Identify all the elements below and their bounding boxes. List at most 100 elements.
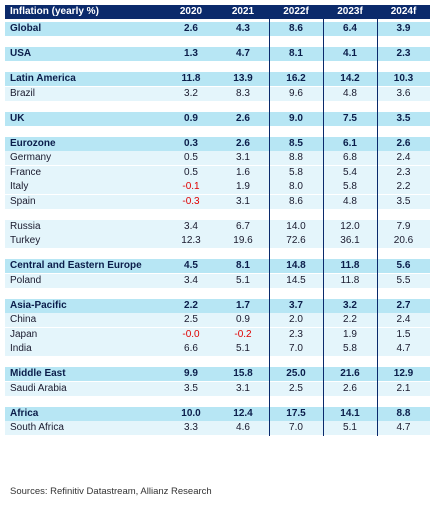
- row-value: 6.6: [184, 343, 198, 354]
- region-row: Asia-Pacific 2.2 1.7 3.7 3.2 2.7: [5, 298, 430, 313]
- header-year: 2020: [179, 6, 203, 17]
- row-value: 21.6: [340, 368, 360, 379]
- row-value: 14.0: [286, 220, 306, 232]
- row-value: 8.8: [396, 407, 411, 419]
- row-value: 11.8: [340, 274, 360, 286]
- row-value: 7.9: [396, 220, 411, 232]
- region-row: Middle East 9.9 15.8 25.0 21.6 12.9: [5, 367, 430, 381]
- header-year: 2021: [231, 6, 255, 17]
- row-value: 4.8: [343, 87, 357, 99]
- country-row: South Africa 3.3 4.6 7.0 5.1 4.7: [5, 421, 430, 435]
- row-value: 5.5: [396, 274, 411, 286]
- row-value: -0.3: [182, 195, 200, 207]
- row-value: 14.8: [286, 260, 306, 271]
- row-value: 6.8: [343, 152, 357, 163]
- row-value: 8.1: [236, 260, 250, 271]
- row-value: 3.3: [184, 422, 198, 433]
- row-value: 6.4: [343, 23, 357, 34]
- country-row: Russia 3.4 6.7 14.0 12.0 7.9: [5, 219, 430, 234]
- region-row: Eurozone 0.3 2.6 8.5 6.1 2.6: [5, 136, 430, 151]
- row-value: 15.8: [233, 368, 253, 379]
- row-value: 10.3: [393, 73, 414, 84]
- row-value: 5.8: [289, 166, 303, 178]
- row-label: France: [10, 166, 42, 178]
- row-value: 4.7: [396, 343, 411, 354]
- row-value: 11.8: [340, 260, 360, 271]
- row-value: 3.5: [184, 382, 198, 394]
- header-year: 2024f: [390, 6, 417, 17]
- row-value: 12.9: [393, 368, 414, 379]
- row-label: China: [10, 314, 37, 325]
- row-value: 1.3: [184, 48, 198, 59]
- country-row: Saudi Arabia 3.5 3.1 2.5 2.6 2.1: [5, 381, 430, 396]
- row-value: 12.3: [181, 235, 201, 246]
- row-value: 8.6: [289, 195, 303, 207]
- country-row: Japan -0.0 -0.2 2.3 1.9 1.5: [5, 327, 430, 342]
- row-value: 2.6: [236, 112, 250, 124]
- region-row: UK 0.9 2.6 9.0 7.5 3.5: [5, 111, 430, 126]
- row-value: 2.3: [289, 328, 303, 340]
- row-value: 4.5: [184, 260, 198, 271]
- row-value: 7.0: [289, 343, 303, 354]
- row-value: 4.7: [236, 48, 250, 59]
- row-value: 8.1: [289, 48, 303, 59]
- row-value: 2.5: [289, 382, 303, 394]
- row-value: 2.6: [236, 137, 250, 149]
- row-value: 9.0: [289, 112, 303, 124]
- row-value: 36.1: [340, 235, 360, 246]
- row-value: 0.9: [236, 314, 250, 325]
- row-value: 2.6: [184, 23, 198, 34]
- row-value: -0.2: [234, 328, 252, 340]
- row-value: 72.6: [286, 235, 306, 246]
- column-divider: [269, 5, 270, 436]
- row-label: Latin America: [10, 73, 76, 84]
- row-label: South Africa: [10, 422, 64, 433]
- row-label: Poland: [10, 274, 42, 286]
- table-header: Inflation (yearly %) 2020 2021 2022f 2023f 20…: [5, 5, 430, 19]
- row-label: Turkey: [10, 235, 41, 246]
- row-value: 3.6: [396, 87, 411, 99]
- row-value: 5.6: [396, 260, 411, 271]
- row-label: Japan: [10, 328, 38, 340]
- row-value: 6.1: [343, 137, 357, 149]
- row-value: 3.2: [343, 299, 357, 311]
- region-row: Global 2.6 4.3 8.6 6.4 3.9: [5, 22, 430, 36]
- row-value: 3.1: [236, 195, 250, 207]
- row-value: 9.6: [289, 87, 303, 99]
- row-value: 4.6: [236, 422, 250, 433]
- row-value: 0.5: [184, 152, 198, 163]
- row-value: 2.4: [396, 314, 411, 325]
- row-value: 9.9: [184, 368, 198, 379]
- row-value: 8.3: [236, 87, 250, 99]
- row-value: 8.8: [289, 152, 303, 163]
- row-value: 2.6: [343, 382, 357, 394]
- row-label: Global: [10, 23, 42, 34]
- row-value: 2.7: [396, 299, 411, 311]
- row-value: 14.2: [340, 73, 360, 84]
- country-row: India 6.6 5.1 7.0 5.8 4.7: [5, 342, 430, 356]
- country-row: France 0.5 1.6 5.8 5.4 2.3: [5, 165, 430, 180]
- row-value: 2.4: [396, 152, 411, 163]
- row-value: 13.9: [233, 73, 253, 84]
- row-value: -0.1: [182, 181, 200, 192]
- row-value: 2.2: [343, 314, 357, 325]
- row-label: Saudi Arabia: [10, 382, 67, 394]
- region-row: Central and Eastern Europe 4.5 8.1 14.8 11.8…: [5, 259, 430, 273]
- row-value: 1.6: [236, 166, 250, 178]
- row-value: 2.3: [396, 166, 411, 178]
- row-value: 7.0: [289, 422, 303, 433]
- row-value: 20.6: [393, 235, 414, 246]
- row-value: 14.1: [340, 407, 360, 419]
- row-label: UK: [10, 112, 25, 124]
- row-value: 25.0: [286, 368, 306, 379]
- region-row: Africa 10.0 12.4 17.5 14.1 8.8: [5, 406, 430, 421]
- row-value: 17.5: [286, 407, 306, 419]
- row-value: 2.2: [184, 299, 198, 311]
- row-value: 8.6: [289, 23, 303, 34]
- row-value: 3.5: [396, 195, 411, 207]
- row-value: 5.8: [343, 343, 357, 354]
- row-value: -0.0: [182, 328, 200, 340]
- row-value: 19.6: [233, 235, 253, 246]
- row-label: Russia: [10, 220, 41, 232]
- row-value: 7.5: [343, 112, 357, 124]
